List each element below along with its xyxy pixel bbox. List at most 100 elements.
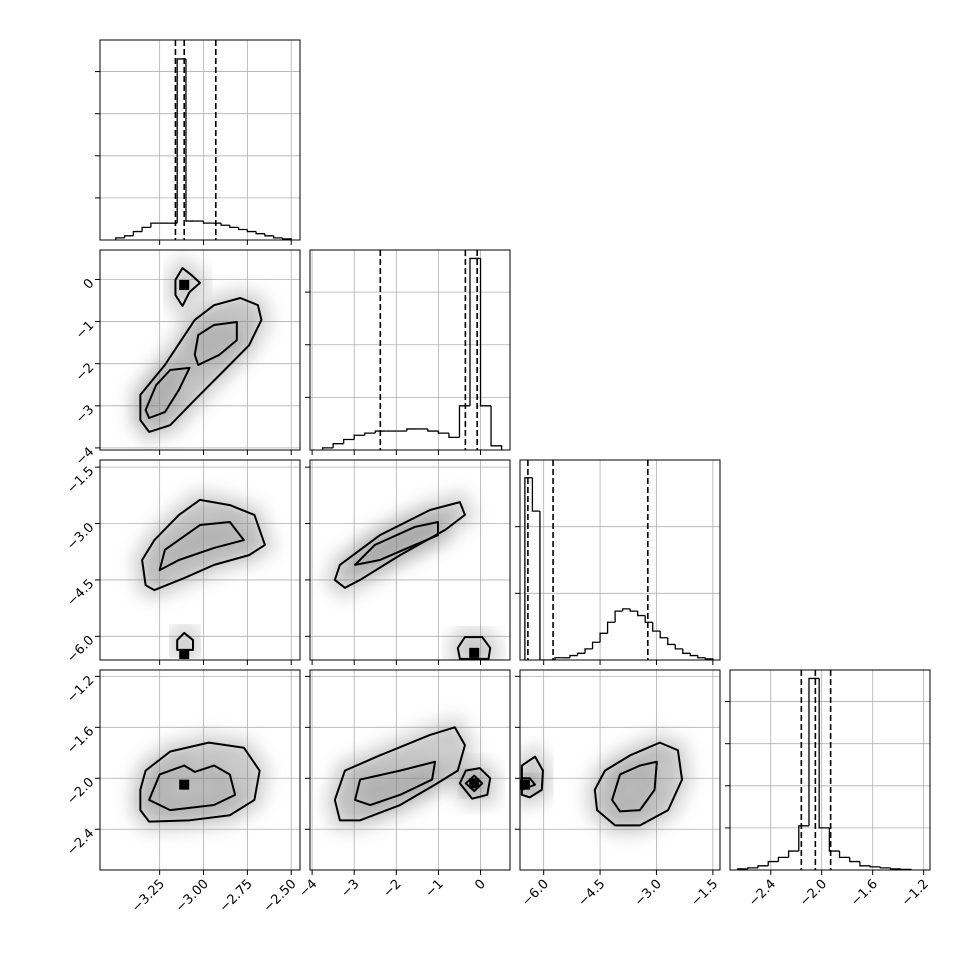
panel-layer: [129, 486, 278, 660]
histogram-step: [569, 654, 578, 658]
histogram-step: [448, 433, 460, 439]
contour-line: [333, 726, 466, 822]
density-peak: [469, 778, 480, 789]
y-tick-label: −3.0: [64, 520, 97, 553]
x-tick-label: −2.0: [797, 877, 830, 910]
histogram-step: [621, 608, 631, 612]
sample-cloud: [181, 309, 250, 378]
y-tick-label: −1.5: [64, 464, 97, 497]
density-peak: [179, 648, 190, 659]
histogram-step: [818, 678, 830, 829]
histogram-step: [614, 610, 623, 623]
panel-layer: [321, 250, 503, 450]
histogram-step: [606, 621, 616, 634]
histogram-step: [808, 677, 820, 826]
histogram-step: [437, 431, 449, 434]
histogram-step: [697, 655, 706, 659]
histogram-step: [576, 652, 586, 656]
histogram-step: [246, 229, 257, 233]
histogram-step: [229, 225, 239, 229]
contour-line: [611, 760, 658, 813]
histogram-step: [150, 222, 160, 228]
panel-frame: [309, 459, 511, 661]
x-tick-label: −3: [338, 877, 362, 901]
histogram-step: [202, 221, 213, 224]
panel-frame: [99, 669, 301, 871]
histogram-step: [255, 231, 265, 235]
histogram-step: [531, 477, 540, 512]
histogram-step: [667, 637, 676, 646]
contour-line: [139, 741, 261, 823]
histogram-step: [689, 653, 698, 657]
contour-line: [176, 631, 194, 651]
histogram-step: [889, 867, 901, 870]
histogram-step: [629, 608, 638, 612]
histogram-step: [659, 631, 668, 639]
panel-frame: [729, 669, 931, 871]
histogram-step: [406, 428, 418, 432]
histogram-step: [321, 447, 334, 450]
x-tick-label: −2: [380, 877, 404, 901]
histogram-step: [591, 641, 601, 649]
x-tick-label: 0: [472, 877, 488, 893]
contour-line: [354, 521, 439, 566]
histogram-step: [787, 850, 799, 858]
panel-frame: [519, 459, 721, 661]
contour-line: [141, 498, 266, 592]
histogram-step: [220, 223, 230, 226]
histogram-step: [879, 866, 891, 869]
histogram-step: [332, 443, 344, 448]
contour-line: [333, 501, 466, 589]
y-tick-label: −2: [73, 360, 97, 384]
y-tick-label: 0: [81, 276, 97, 292]
panel-frame: [99, 39, 301, 241]
histogram-step: [281, 237, 292, 240]
density-peak: [520, 779, 530, 790]
density-peak: [179, 779, 190, 790]
histogram-step: [374, 430, 386, 434]
contour-line: [458, 767, 492, 800]
contour-line: [148, 764, 237, 812]
panel-frame: [309, 669, 511, 871]
histogram-step: [264, 233, 274, 237]
histogram-step: [682, 648, 691, 654]
y-tick-label: −1.6: [64, 724, 97, 757]
histogram-step: [353, 434, 365, 440]
histogram-step: [115, 237, 125, 240]
histogram-step: [469, 257, 481, 406]
x-tick-label: −4: [296, 877, 320, 901]
histogram-step: [176, 58, 186, 224]
contour-line: [144, 366, 191, 419]
histogram-step: [458, 405, 470, 438]
panel-frame: [519, 669, 721, 871]
histogram-step: [123, 235, 134, 238]
contour-line: [158, 521, 245, 572]
contour-line: [593, 741, 684, 827]
panel-layer: [321, 714, 504, 834]
histogram-step: [524, 477, 533, 660]
histogram-step: [539, 511, 548, 660]
y-tick-label: −1: [73, 318, 97, 342]
histogram-step: [798, 825, 809, 852]
contour-line: [456, 636, 492, 660]
x-tick-label: −2.4: [746, 877, 779, 910]
histogram-step: [599, 632, 608, 643]
histogram-step: [427, 428, 439, 432]
histogram-step: [343, 438, 355, 444]
x-tick-label: −3.0: [632, 877, 665, 910]
histogram-step: [237, 227, 248, 231]
y-tick-label: −6.0: [64, 633, 97, 666]
y-tick-label: −2.0: [64, 775, 97, 808]
histogram-step: [554, 657, 563, 660]
x-tick-label: −2.75: [217, 877, 256, 916]
y-tick-label: −2.4: [64, 826, 97, 859]
histogram-step: [757, 865, 769, 868]
x-tick-label: −1.6: [848, 877, 881, 910]
sample-cloud: [599, 748, 670, 825]
histogram-step: [838, 851, 850, 859]
histogram-step: [674, 644, 683, 650]
panel-layer: [321, 489, 504, 660]
histogram-step: [849, 857, 860, 863]
contour-line: [354, 760, 437, 807]
